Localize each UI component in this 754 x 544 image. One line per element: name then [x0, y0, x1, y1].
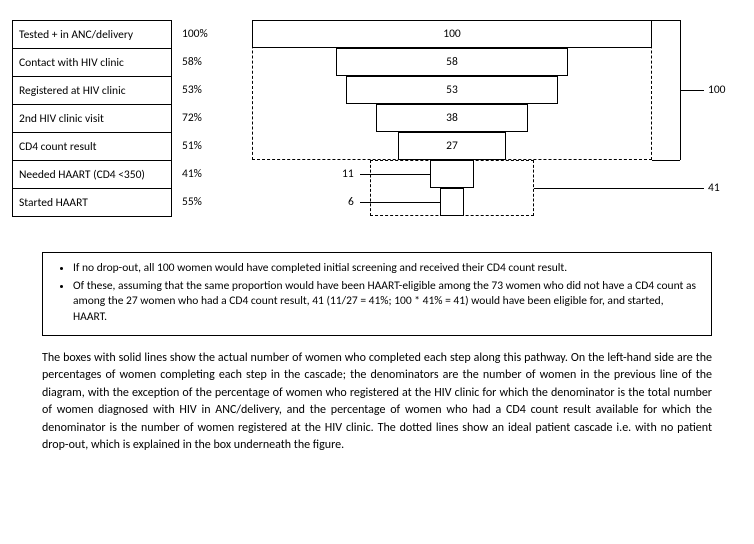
top-bracket-out	[680, 90, 704, 91]
explanatory-paragraph: The boxes with solid lines show the actu…	[42, 350, 712, 454]
step-label-2: Registered at HIV clinic	[13, 77, 171, 105]
pct-3: 72%	[182, 104, 222, 132]
pct-4: 51%	[182, 132, 222, 160]
note-bullet-1: If no drop-out, all 100 women would have…	[73, 261, 697, 277]
percent-column: 100% 58% 53% 72% 51% 41% 55%	[182, 20, 222, 216]
ideal-top-label: 100	[708, 83, 726, 97]
callout-line-6	[360, 202, 440, 203]
bar-5	[430, 160, 474, 188]
bar-6	[440, 188, 464, 216]
bar-3: 38	[376, 104, 528, 132]
step-label-0: Tested + in ANC/delivery	[13, 21, 171, 49]
bar-1: 58	[336, 48, 568, 76]
pct-1: 58%	[182, 48, 222, 76]
callout-line-5	[360, 174, 430, 175]
callout-5: 11	[342, 167, 354, 181]
step-label-3: 2nd HIV clinic visit	[13, 105, 171, 133]
bot-bracket-h1	[534, 160, 680, 161]
ideal-bottom-label: 41	[708, 181, 720, 195]
steps-table: Tested + in ANC/delivery Contact with HI…	[12, 20, 172, 217]
pct-6: 55%	[182, 188, 222, 216]
note-bullet-2: Of these, assuming that the same proport…	[73, 279, 697, 326]
bar-4: 27	[398, 132, 506, 160]
pct-2: 53%	[182, 76, 222, 104]
step-label-1: Contact with HIV clinic	[13, 49, 171, 77]
top-bracket-h1	[652, 20, 680, 21]
bar-0: 100	[252, 20, 652, 48]
cascade-diagram: Tested + in ANC/delivery Contact with HI…	[12, 12, 742, 242]
step-label-6: Started HAART	[13, 189, 171, 217]
bar-2: 53	[346, 76, 558, 104]
pct-0: 100%	[182, 20, 222, 48]
notes-box: If no drop-out, all 100 women would have…	[42, 252, 712, 336]
callout-6: 6	[348, 195, 354, 209]
step-label-4: CD4 count result	[13, 133, 171, 161]
pct-5: 41%	[182, 160, 222, 188]
step-label-5: Needed HAART (CD4 <350)	[13, 161, 171, 189]
bot-bracket-line	[534, 188, 704, 189]
funnel-chart: 100 41 100 58 53 38 27 11 6	[252, 20, 692, 230]
